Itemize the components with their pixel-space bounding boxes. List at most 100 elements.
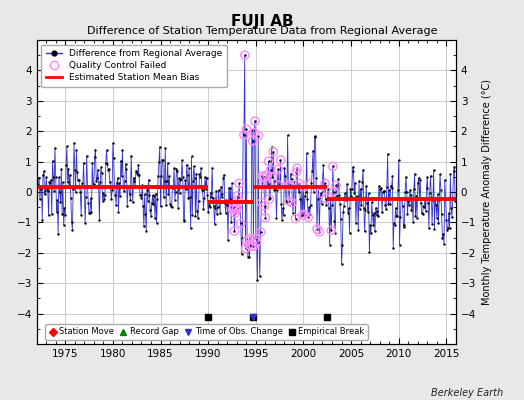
Point bbox=[413, 180, 422, 186]
Point bbox=[424, 200, 432, 207]
Point bbox=[233, 205, 241, 212]
Point bbox=[43, 188, 52, 194]
Point bbox=[51, 144, 59, 151]
Point bbox=[151, 215, 159, 221]
Point bbox=[51, 174, 60, 180]
Point bbox=[418, 210, 426, 216]
Point bbox=[194, 198, 203, 204]
Point bbox=[71, 167, 79, 173]
Point bbox=[276, 157, 285, 163]
Point bbox=[362, 182, 370, 189]
Point bbox=[336, 216, 345, 222]
Point bbox=[110, 182, 118, 189]
Point bbox=[136, 192, 145, 198]
Point bbox=[322, 196, 330, 202]
Point bbox=[75, 184, 84, 190]
Point bbox=[257, 199, 266, 206]
Point bbox=[170, 165, 178, 171]
Point bbox=[430, 226, 439, 232]
Point bbox=[121, 178, 129, 184]
Point bbox=[219, 191, 227, 197]
Point bbox=[274, 166, 282, 173]
Point bbox=[228, 206, 237, 212]
Point bbox=[264, 158, 272, 164]
Point bbox=[285, 198, 293, 204]
Point bbox=[276, 185, 284, 191]
Point bbox=[227, 219, 235, 225]
Point bbox=[278, 217, 286, 224]
Point bbox=[258, 173, 266, 179]
Point bbox=[140, 191, 149, 198]
Point bbox=[86, 195, 95, 202]
Point bbox=[145, 192, 154, 198]
Point bbox=[254, 132, 263, 139]
Point bbox=[203, 192, 212, 198]
Point bbox=[288, 199, 297, 206]
Point bbox=[105, 166, 113, 172]
Point bbox=[195, 171, 204, 178]
Point bbox=[393, 213, 401, 219]
Point bbox=[313, 196, 322, 202]
Y-axis label: Monthly Temperature Anomaly Difference (°C): Monthly Temperature Anomaly Difference (… bbox=[482, 79, 492, 305]
Point bbox=[80, 184, 89, 190]
Point bbox=[364, 190, 373, 196]
Point bbox=[307, 180, 315, 186]
Point bbox=[213, 211, 221, 218]
Point bbox=[307, 180, 315, 186]
Point bbox=[438, 234, 446, 241]
Point bbox=[439, 231, 447, 237]
Point bbox=[377, 184, 386, 191]
Point bbox=[68, 226, 77, 233]
Point bbox=[282, 199, 291, 206]
Point bbox=[88, 160, 96, 166]
Point bbox=[127, 152, 135, 159]
Point bbox=[347, 193, 355, 200]
Point bbox=[387, 184, 396, 191]
Point bbox=[193, 208, 201, 214]
Point bbox=[287, 176, 296, 182]
Point bbox=[69, 186, 78, 192]
Point bbox=[330, 188, 338, 195]
Point bbox=[451, 198, 460, 204]
Point bbox=[336, 201, 344, 208]
Point bbox=[350, 167, 358, 174]
Point bbox=[419, 203, 428, 209]
Point bbox=[325, 205, 333, 211]
Point bbox=[184, 194, 192, 201]
Point bbox=[216, 210, 224, 216]
Point bbox=[374, 213, 383, 220]
Point bbox=[187, 153, 195, 160]
Point bbox=[85, 210, 93, 216]
Point bbox=[265, 196, 274, 202]
Point bbox=[246, 235, 255, 242]
Point bbox=[245, 242, 253, 248]
Point bbox=[383, 184, 391, 190]
Point bbox=[191, 213, 200, 220]
Point bbox=[429, 197, 437, 204]
Point bbox=[236, 204, 244, 210]
Point bbox=[48, 158, 57, 164]
Point bbox=[271, 178, 279, 184]
Point bbox=[435, 196, 443, 203]
Point bbox=[388, 173, 397, 179]
Point bbox=[107, 196, 115, 202]
Point bbox=[415, 196, 423, 202]
Point bbox=[176, 190, 184, 196]
Point bbox=[205, 204, 214, 210]
Point bbox=[174, 175, 183, 182]
Point bbox=[123, 202, 132, 209]
Point bbox=[407, 207, 416, 214]
Point bbox=[305, 210, 314, 217]
Point bbox=[60, 205, 69, 212]
Point bbox=[108, 140, 117, 146]
Point bbox=[355, 178, 363, 184]
Point bbox=[333, 193, 341, 200]
Point bbox=[309, 148, 317, 154]
Point bbox=[289, 210, 297, 216]
Point bbox=[245, 254, 254, 260]
Point bbox=[68, 219, 76, 225]
Point bbox=[329, 163, 337, 170]
Point bbox=[286, 181, 294, 188]
Point bbox=[99, 190, 107, 196]
Point bbox=[168, 204, 176, 210]
